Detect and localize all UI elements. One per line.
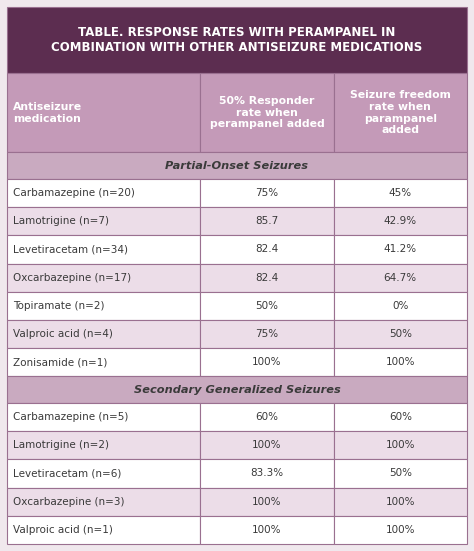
Text: Zonisamide (n=1): Zonisamide (n=1) [13, 358, 108, 368]
Bar [7, 235, 200, 263]
Text: 75%: 75% [255, 188, 278, 198]
Bar [200, 348, 334, 376]
Bar [200, 320, 334, 348]
Text: 100%: 100% [385, 525, 415, 535]
Bar [200, 431, 334, 460]
Text: 100%: 100% [252, 358, 282, 368]
Bar [200, 403, 334, 431]
Text: 41.2%: 41.2% [384, 245, 417, 255]
Bar [200, 516, 334, 544]
Bar [7, 73, 200, 153]
Text: 100%: 100% [385, 440, 415, 450]
Bar [334, 348, 467, 376]
Bar [7, 516, 200, 544]
Text: Valproic acid (n=1): Valproic acid (n=1) [13, 525, 113, 535]
Text: Oxcarbazepine (n=3): Oxcarbazepine (n=3) [13, 496, 125, 507]
Text: TABLE. RESPONSE RATES WITH PERAMPANEL IN
COMBINATION WITH OTHER ANTISEIZURE MEDI: TABLE. RESPONSE RATES WITH PERAMPANEL IN… [51, 26, 423, 54]
Bar [200, 263, 334, 292]
Text: 100%: 100% [385, 358, 415, 368]
Text: 75%: 75% [255, 329, 278, 339]
Text: 50%: 50% [389, 468, 412, 478]
Bar [7, 320, 200, 348]
Text: Lamotrigine (n=7): Lamotrigine (n=7) [13, 217, 109, 226]
Bar [200, 488, 334, 516]
Text: 100%: 100% [252, 496, 282, 507]
Text: 0%: 0% [392, 301, 409, 311]
Text: 64.7%: 64.7% [384, 273, 417, 283]
Bar [334, 320, 467, 348]
Bar [334, 516, 467, 544]
Text: Antiseizure
medication: Antiseizure medication [13, 102, 82, 123]
Bar [200, 179, 334, 207]
Text: 60%: 60% [255, 412, 278, 422]
Text: 82.4: 82.4 [255, 273, 279, 283]
Bar [200, 292, 334, 320]
Bar [334, 235, 467, 263]
Bar [7, 179, 200, 207]
Text: Secondary Generalized Seizures: Secondary Generalized Seizures [134, 385, 340, 395]
Text: Oxcarbazepine (n=17): Oxcarbazepine (n=17) [13, 273, 131, 283]
Bar [7, 488, 200, 516]
Bar [7, 403, 200, 431]
Bar [7, 348, 200, 376]
Text: Lamotrigine (n=2): Lamotrigine (n=2) [13, 440, 109, 450]
Bar [200, 207, 334, 235]
Bar [334, 488, 467, 516]
Bar [7, 7, 467, 73]
Bar [334, 263, 467, 292]
Text: 50%: 50% [255, 301, 278, 311]
Text: Partial-Onset Seizures: Partial-Onset Seizures [165, 161, 309, 171]
Bar [7, 207, 200, 235]
Bar [7, 431, 200, 460]
Bar [7, 153, 467, 179]
Bar [334, 431, 467, 460]
Bar [334, 73, 467, 153]
Bar [7, 263, 200, 292]
Text: Seizure freedom
rate when
parampanel
added: Seizure freedom rate when parampanel add… [350, 90, 451, 135]
Text: Topiramate (n=2): Topiramate (n=2) [13, 301, 104, 311]
Bar [334, 460, 467, 488]
Text: 82.4: 82.4 [255, 245, 279, 255]
Bar [334, 207, 467, 235]
Bar [200, 460, 334, 488]
Text: 100%: 100% [252, 440, 282, 450]
Text: 50% Responder
rate when
perampanel added: 50% Responder rate when perampanel added [210, 96, 324, 129]
Text: Levetiracetam (n=34): Levetiracetam (n=34) [13, 245, 128, 255]
Text: Levetiracetam (n=6): Levetiracetam (n=6) [13, 468, 121, 478]
Text: Carbamazepine (n=5): Carbamazepine (n=5) [13, 412, 128, 422]
Bar [7, 292, 200, 320]
Text: 45%: 45% [389, 188, 412, 198]
Text: Carbamazepine (n=20): Carbamazepine (n=20) [13, 188, 135, 198]
Bar [200, 73, 334, 153]
Bar [7, 376, 467, 403]
Bar [200, 235, 334, 263]
Text: 42.9%: 42.9% [384, 217, 417, 226]
Text: 50%: 50% [389, 329, 412, 339]
Text: 60%: 60% [389, 412, 412, 422]
Text: 83.3%: 83.3% [250, 468, 283, 478]
Text: 100%: 100% [385, 496, 415, 507]
Bar [334, 403, 467, 431]
Bar [334, 292, 467, 320]
Bar [7, 460, 200, 488]
Text: 85.7: 85.7 [255, 217, 279, 226]
Text: 100%: 100% [252, 525, 282, 535]
Text: Valproic acid (n=4): Valproic acid (n=4) [13, 329, 113, 339]
Bar [334, 179, 467, 207]
